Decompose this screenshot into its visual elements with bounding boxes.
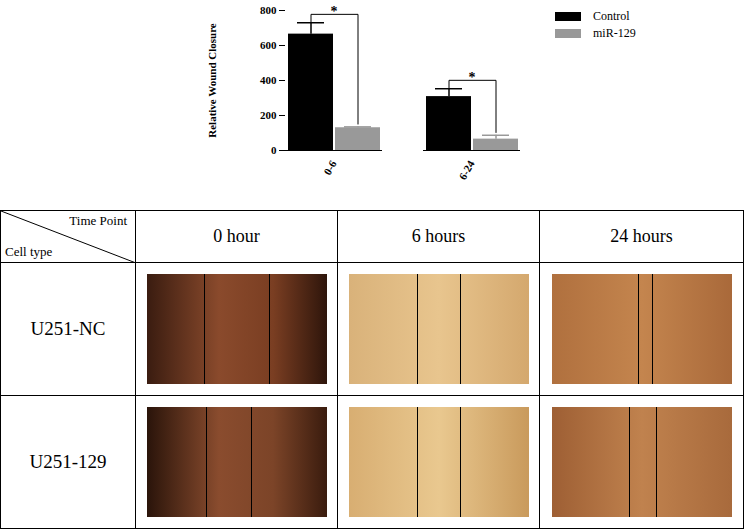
svg-text:*: * — [331, 4, 338, 19]
svg-text:600: 600 — [260, 39, 277, 51]
svg-text:200: 200 — [260, 109, 277, 121]
html-text:Control: Control — [593, 9, 630, 23]
svg-text:Relative Wound Closure: Relative Wound Closure — [206, 23, 218, 138]
svg-text:400: 400 — [260, 74, 277, 86]
html-text:6 hours: 6 hours — [411, 226, 466, 246]
svg-text:800: 800 — [260, 4, 277, 16]
html-text:U251-NC: U251-NC — [30, 318, 106, 339]
html-text:Time Point: Time Point — [69, 213, 127, 228]
html-text:Cell type: Cell type — [5, 244, 53, 259]
svg-text:0: 0 — [271, 144, 277, 156]
svg-text:0-6: 0-6 — [321, 158, 339, 177]
svg-text:*: * — [469, 70, 476, 85]
html-text:U251-129: U251-129 — [29, 451, 107, 472]
html-text:0 hour: 0 hour — [213, 226, 260, 246]
svg-text:6-24: 6-24 — [456, 158, 477, 182]
html-text:miR-129: miR-129 — [593, 26, 636, 40]
html-text:24 hours: 24 hours — [610, 226, 673, 246]
